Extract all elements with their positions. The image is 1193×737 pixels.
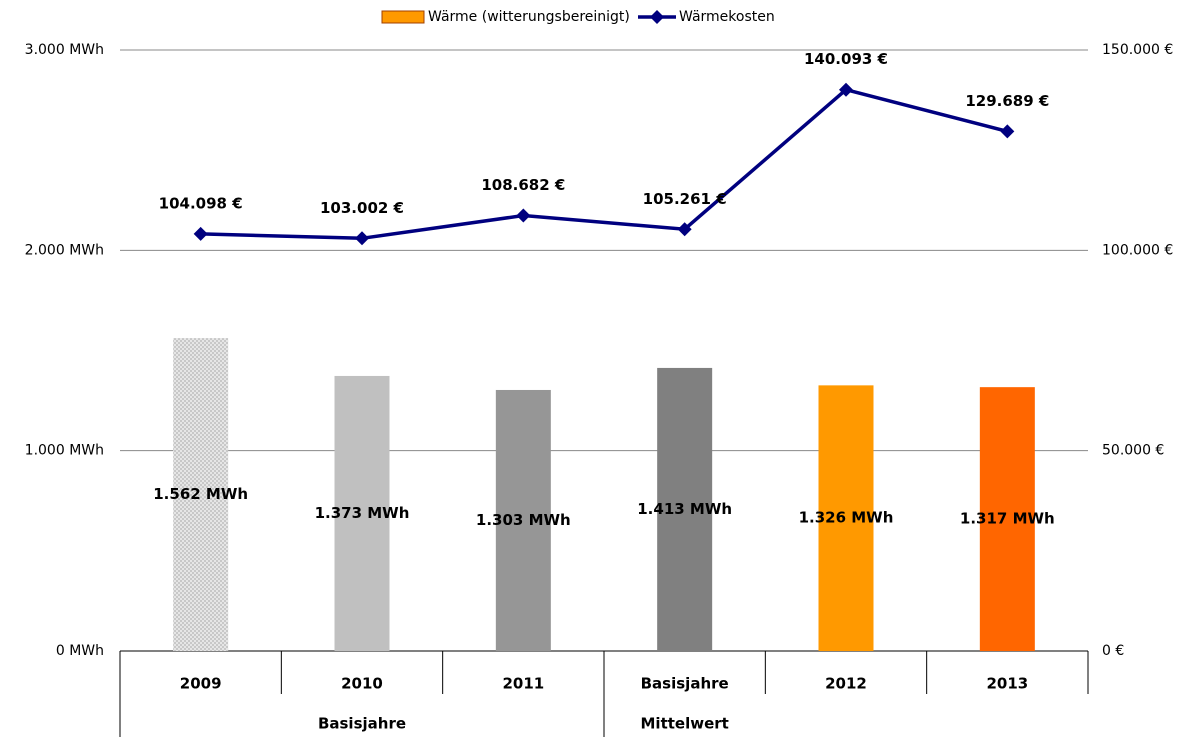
y-tick-label: 1.000 MWh (25, 443, 104, 459)
group-label: Mittelwert (641, 715, 729, 733)
line-marker (355, 231, 369, 246)
x-tick-label: 2011 (502, 675, 544, 693)
y2-tick-label: 100.000 € (1102, 242, 1173, 258)
legend-swatch (381, 10, 425, 24)
y-tick-label: 2.000 MWh (25, 242, 104, 258)
line-marker (839, 82, 853, 97)
bar-value-label: 1.562 MWh (153, 485, 248, 503)
y2-tick-label: 150.000 € (1102, 42, 1173, 58)
line-value-label: 140.093 € (804, 50, 888, 68)
bar-value-label: 1.373 MWh (315, 504, 410, 522)
x-tick-label: 2009 (180, 675, 222, 693)
legend-label: Wärme (witterungsbereinigt) (428, 9, 630, 25)
line-value-label: 104.098 € (159, 194, 243, 212)
group-label: Basisjahre (318, 715, 406, 733)
x-tick-label: 2013 (986, 675, 1028, 693)
line-value-label: 105.261 € (643, 190, 727, 208)
x-tick-label: 2012 (825, 675, 867, 693)
bar-value-label: 1.413 MWh (637, 500, 732, 518)
x-tick-label: Basisjahre (641, 675, 729, 693)
bar (818, 385, 874, 651)
line-marker (1000, 124, 1015, 139)
bar (334, 375, 390, 651)
bar (657, 367, 713, 651)
line-marker (516, 208, 531, 223)
bar (495, 389, 551, 651)
line (200, 87, 1008, 241)
x-tick-label: 2010 (341, 675, 383, 693)
bar (979, 387, 1035, 651)
bar-value-label: 1.317 MWh (960, 510, 1055, 528)
y2-tick-label: 50.000 € (1102, 443, 1164, 459)
line-value-label: 108.682 € (481, 176, 565, 194)
line-value-label: 103.002 € (320, 199, 404, 217)
line-value-label: 129.689 € (965, 92, 1049, 110)
bar-value-label: 1.303 MWh (476, 511, 571, 529)
bar-value-label: 1.326 MWh (799, 509, 894, 527)
line-marker (677, 222, 692, 237)
y-tick-label: 0 MWh (56, 643, 104, 659)
y-tick-label: 3.000 MWh (25, 42, 104, 58)
legend-label: Wärmekosten (679, 9, 775, 25)
line-marker (193, 226, 208, 241)
legend-marker (650, 10, 664, 24)
bar (173, 338, 229, 651)
y2-tick-label: 0 € (1102, 643, 1124, 659)
